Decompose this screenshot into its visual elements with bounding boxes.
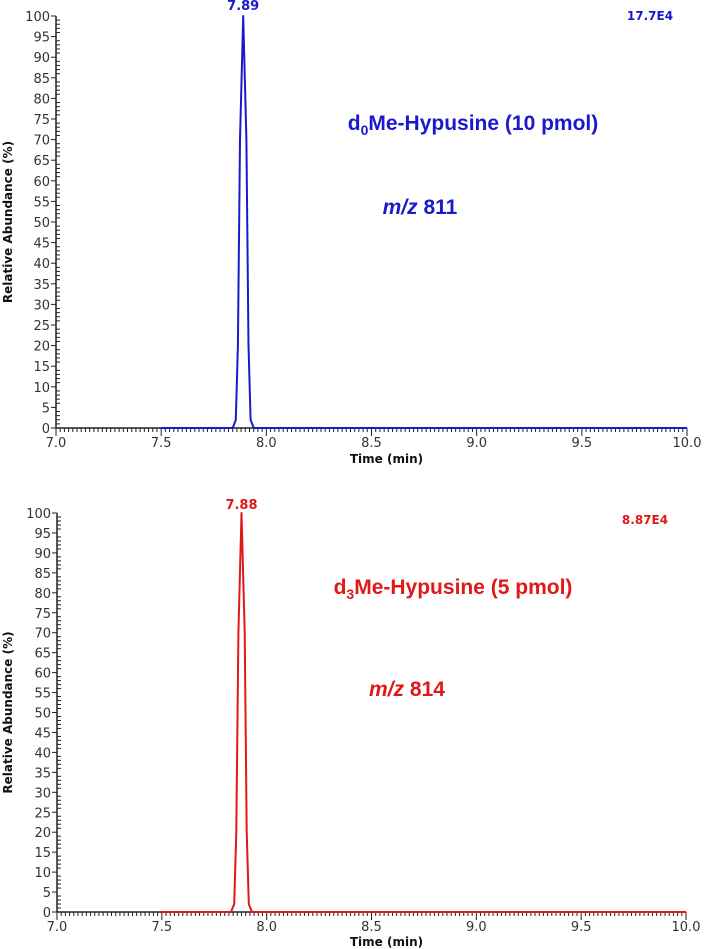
y-tick-label: 20 — [34, 826, 51, 841]
intensity-scale-label: 17.7E4 — [627, 9, 673, 23]
intensity-scale-label: 8.87E4 — [622, 513, 668, 527]
mz-italic-label: m/z — [383, 196, 419, 219]
y-tick-label: 35 — [34, 766, 51, 781]
y-tick-label: 100 — [25, 10, 50, 25]
y-tick-label: 50 — [34, 707, 51, 722]
mz-value: 814 — [410, 678, 445, 701]
x-tick-label: 9.5 — [571, 920, 592, 935]
x-tick-label: 7.5 — [151, 920, 172, 935]
y-tick-label: 5 — [43, 886, 51, 901]
compound-annotation: d3Me-Hypusine (5 pmol) — [334, 576, 573, 602]
x-tick-label: 8.0 — [256, 920, 277, 935]
y-tick-label: 80 — [34, 587, 51, 602]
y-tick-label: 40 — [34, 746, 51, 761]
y-tick-label: 95 — [34, 527, 51, 542]
y-tick-label: 75 — [33, 113, 50, 128]
peak-label: 7.88 — [225, 498, 257, 513]
y-tick-label: 65 — [33, 154, 50, 169]
x-tick-label: 8.5 — [361, 920, 382, 935]
chromatogram-trace — [161, 15, 687, 429]
y-axis-title: Relative Abundance (%) — [1, 141, 15, 303]
x-tick-label: 9.0 — [466, 436, 487, 451]
y-axis-title: Relative Abundance (%) — [1, 631, 15, 793]
y-tick-label: 45 — [33, 237, 50, 252]
x-tick-label: 7.5 — [151, 436, 172, 451]
x-tick-label: 7.0 — [46, 436, 67, 451]
y-tick-label: 70 — [33, 134, 50, 149]
compound-name: Me-Hypusine (5 pmol) — [354, 576, 572, 599]
mz-value: 811 — [423, 196, 457, 219]
mz-annotation: m/z 811 — [383, 196, 458, 219]
y-tick-label: 10 — [33, 381, 50, 396]
y-tick-label: 35 — [33, 278, 50, 293]
y-tick-label: 30 — [33, 298, 50, 313]
compound-subscript: 0 — [361, 122, 369, 138]
y-tick-label: 15 — [34, 846, 51, 861]
compound-annotation: d0Me-Hypusine (10 pmol) — [348, 112, 599, 138]
compound-subscript: 3 — [346, 586, 354, 602]
x-tick-label: 10.0 — [673, 436, 702, 451]
y-tick-label: 5 — [42, 401, 50, 416]
y-tick-label: 55 — [34, 687, 51, 702]
x-tick-label: 9.5 — [571, 436, 592, 451]
y-tick-label: 85 — [34, 567, 51, 582]
chromatogram-panel-d0: 0 5 10 15 20 25 30 35 40 45 50 55 60 65 70 75 80 85 90 95 10… — [1, 0, 701, 466]
x-tick-label: 8.5 — [361, 436, 382, 451]
x-tick-label: 9.0 — [466, 920, 487, 935]
y-tick-label: 75 — [34, 607, 51, 622]
chromatogram-trace — [161, 512, 686, 913]
y-tick-label: 0 — [42, 422, 50, 437]
y-tick-label: 90 — [33, 51, 50, 66]
y-tick-label: 25 — [33, 319, 50, 334]
y-tick-label: 65 — [34, 647, 51, 662]
y-tick-label: 85 — [33, 72, 50, 87]
mz-italic-label: m/z — [369, 678, 405, 701]
y-tick-label: 80 — [33, 92, 50, 107]
y-tick-label: 0 — [43, 906, 51, 921]
chromatogram-panel-d3: 0 5 10 15 20 25 30 35 40 45 50 55 60 65 70 75 80 85 90 95 10… — [1, 498, 700, 949]
y-tick-label: 60 — [33, 175, 50, 190]
peak-label: 7.89 — [227, 0, 259, 14]
y-tick-label: 25 — [34, 806, 51, 821]
compound-name: Me-Hypusine (10 pmol) — [368, 112, 598, 135]
y-tick-label: 45 — [34, 726, 51, 741]
y-tick-label: 50 — [33, 216, 50, 231]
x-axis-title: Time (min) — [350, 452, 423, 466]
y-tick-label: 95 — [33, 31, 50, 46]
x-tick-label: 10.0 — [672, 920, 701, 935]
x-tick-label: 7.0 — [47, 920, 68, 935]
mz-annotation: m/z 814 — [369, 678, 445, 701]
y-tick-label: 70 — [34, 627, 51, 642]
y-tick-label: 100 — [26, 507, 51, 522]
compound-prefix: d — [348, 112, 361, 135]
compound-prefix: d — [334, 576, 347, 599]
x-axis-title: Time (min) — [350, 935, 423, 949]
y-tick-label: 60 — [34, 667, 51, 682]
y-tick-label: 15 — [33, 360, 50, 375]
y-tick-label: 20 — [33, 340, 50, 355]
y-tick-label: 55 — [33, 195, 50, 210]
y-tick-label: 10 — [34, 866, 51, 881]
y-tick-label: 90 — [34, 547, 51, 562]
y-tick-label: 40 — [33, 257, 50, 272]
x-tick-label: 8.0 — [256, 436, 277, 451]
y-tick-label: 30 — [34, 786, 51, 801]
